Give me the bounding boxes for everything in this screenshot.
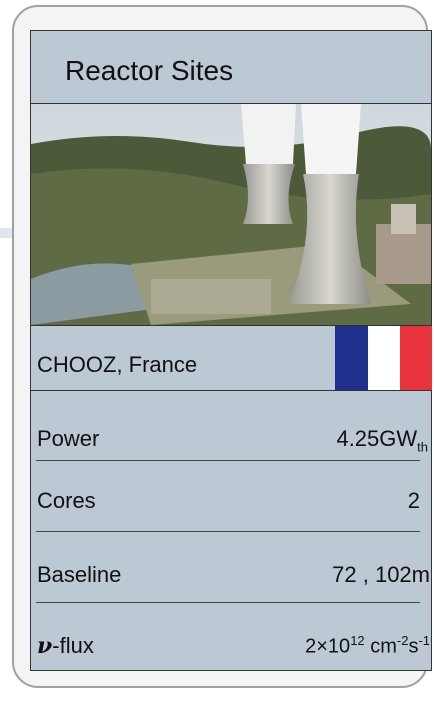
- label: -flux: [52, 633, 94, 658]
- value: 2×10: [305, 636, 350, 658]
- unit2-sup: -1: [418, 633, 430, 648]
- unit: cm: [365, 636, 397, 658]
- row-value: 4.25GWth: [336, 426, 428, 454]
- row-label: Cores: [37, 488, 96, 514]
- row-value: 2×1012 cm-2s-1: [305, 633, 430, 659]
- row-label: Baseline: [37, 562, 121, 588]
- row-value: 2: [408, 488, 420, 514]
- page: {"header": {"title": "Reactor Sites"}, "…: [0, 0, 434, 703]
- value: 4.25GW: [336, 426, 417, 451]
- decor: [0, 228, 12, 238]
- site-photo: [31, 104, 431, 325]
- location: CHOOZ, France: [37, 352, 197, 378]
- value-sup: 12: [350, 633, 364, 648]
- unit-sup: -2: [397, 633, 409, 648]
- symbol: ν: [37, 633, 52, 659]
- value-sub: th: [417, 439, 428, 454]
- row-label: ν-flux: [37, 633, 94, 659]
- flag: [335, 326, 432, 390]
- unit2: s: [408, 636, 418, 658]
- divider: [36, 460, 420, 461]
- title: Reactor Sites: [65, 55, 233, 87]
- row-label: Power: [37, 426, 99, 452]
- row-value: 72 , 102m: [332, 562, 430, 588]
- divider: [36, 602, 420, 603]
- divider: [36, 531, 420, 532]
